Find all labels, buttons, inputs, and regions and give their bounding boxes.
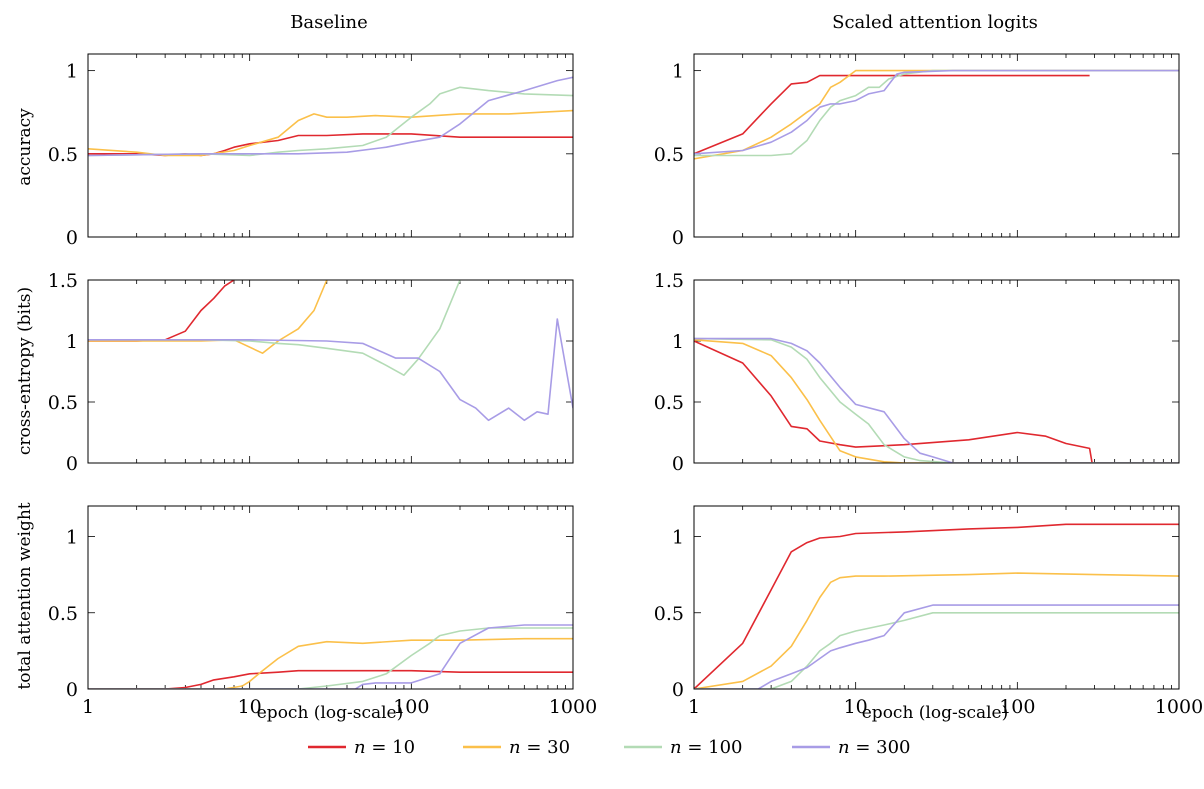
y-tick-label: 0.5 xyxy=(48,603,78,625)
y-tick-label: 0 xyxy=(672,453,684,475)
series-line-n300 xyxy=(694,337,1179,463)
plot-frame xyxy=(87,279,574,464)
series-line-n100 xyxy=(88,627,573,689)
series-line-n100 xyxy=(88,280,461,376)
panel-baseline-accuracy: 00.51 xyxy=(48,53,574,249)
y-tick-label: 0 xyxy=(66,453,78,475)
y-tick-label: 1 xyxy=(672,527,684,549)
ylabel-accuracy: accuracy xyxy=(15,108,35,186)
series-group xyxy=(694,337,1179,463)
series-line-n10 xyxy=(694,340,1093,463)
legend: n = 10 n = 30 n = 100 n = 300 xyxy=(308,737,910,758)
x-tick-label: 1000 xyxy=(1155,696,1203,718)
col-title-left: Baseline xyxy=(290,12,368,33)
series-line-n300 xyxy=(694,69,1179,155)
y-tick-label: 0.5 xyxy=(48,392,78,414)
plot-frame xyxy=(87,505,574,690)
series-line-n10 xyxy=(88,280,235,342)
series-line-n300 xyxy=(694,604,1179,689)
series-group xyxy=(88,624,573,689)
y-tick-label: 1 xyxy=(672,61,684,83)
y-tick-label: 0 xyxy=(672,227,684,249)
x-tick-label: 10 xyxy=(238,696,262,718)
series-line-n100 xyxy=(694,337,1179,463)
y-tick-label: 0 xyxy=(672,679,684,701)
y-tick-label: 1 xyxy=(672,331,684,353)
series-line-n30 xyxy=(88,280,328,354)
ylabel-attention-weight: total attention weight xyxy=(15,502,35,689)
y-tick-label: 0.5 xyxy=(654,603,684,625)
series-line-n30 xyxy=(88,637,573,689)
series-line-n300 xyxy=(88,76,573,157)
y-tick-label: 1 xyxy=(66,331,78,353)
y-tick-label: 0.5 xyxy=(654,392,684,414)
legend-label-n30: n = 30 xyxy=(509,737,570,758)
series-line-n10 xyxy=(694,523,1179,689)
series-group xyxy=(694,523,1179,689)
y-tick-label: 0 xyxy=(66,679,78,701)
xlabel-right: epoch (log-scale) xyxy=(862,703,1009,723)
series-line-n30 xyxy=(694,69,1179,160)
x-tick-label: 100 xyxy=(999,696,1035,718)
col-title-right: Scaled attention logits xyxy=(832,12,1038,33)
panel-scaled-cross-entropy: 0 0.5 1 1.5 xyxy=(654,270,1180,475)
series-line-n10 xyxy=(694,74,1090,155)
series-group xyxy=(88,280,573,422)
x-tick-label: 1000 xyxy=(549,696,597,718)
panel-scaled-accuracy: 00.51 xyxy=(654,53,1180,249)
x-tick-label: 1 xyxy=(688,696,700,718)
legend-label-n10: n = 10 xyxy=(354,737,415,758)
x-tick-label: 10 xyxy=(844,696,868,718)
panel-baseline-attention-weight: 1 10 100 1000 0 0.5 1 xyxy=(48,505,597,718)
plot-frame xyxy=(87,53,574,238)
series-group xyxy=(88,76,573,157)
y-tick-label: 1.5 xyxy=(654,270,684,292)
legend-label-n300: n = 300 xyxy=(838,737,910,758)
panel-scaled-attention-weight: 1 10 100 1000 0 0.5 1 xyxy=(654,505,1203,718)
y-tick-label: 0.5 xyxy=(48,144,78,166)
panel-baseline-cross-entropy: 0 0.5 1 1.5 xyxy=(48,270,574,475)
series-line-n30 xyxy=(694,572,1179,689)
y-tick-label: 1.5 xyxy=(48,270,78,292)
series-line-n300 xyxy=(88,318,573,422)
plot-frame xyxy=(693,279,1180,464)
y-tick-label: 1 xyxy=(66,61,78,83)
series-group xyxy=(694,69,1179,160)
series-line-n30 xyxy=(694,339,1179,463)
x-tick-label: 100 xyxy=(393,696,429,718)
y-tick-label: 1 xyxy=(66,527,78,549)
ylabel-cross-entropy: cross-entropy (bits) xyxy=(15,287,35,455)
xlabel-left: epoch (log-scale) xyxy=(257,703,404,723)
series-line-n300 xyxy=(88,624,573,689)
x-tick-label: 1 xyxy=(82,696,94,718)
y-tick-label: 0.5 xyxy=(654,144,684,166)
y-tick-label: 0 xyxy=(66,227,78,249)
series-line-n100 xyxy=(694,612,1179,689)
plot-frame xyxy=(693,53,1180,238)
series-line-n30 xyxy=(88,109,573,157)
legend-label-n100: n = 100 xyxy=(670,737,742,758)
plot-frame xyxy=(693,505,1180,690)
